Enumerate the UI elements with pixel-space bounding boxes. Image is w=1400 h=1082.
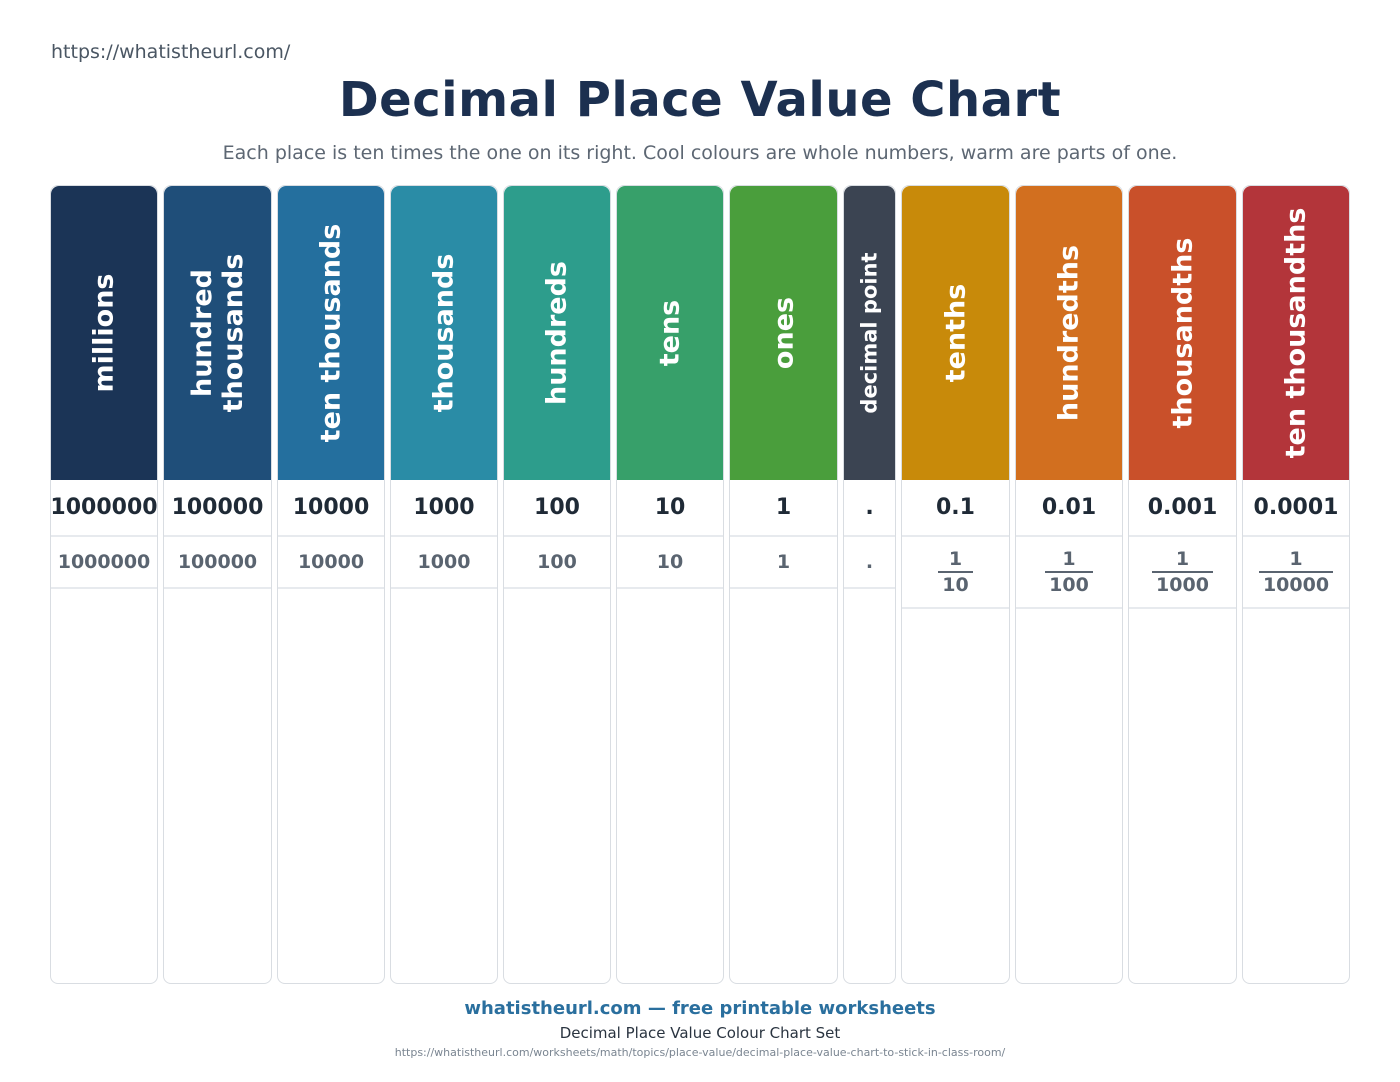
fraction-denominator: 1000	[1156, 574, 1209, 596]
place-name: hundredths	[1053, 244, 1085, 422]
place-name: hundreds	[541, 260, 573, 406]
place-value-alt: 1000000	[51, 537, 157, 589]
fraction-numerator: 1	[1062, 548, 1076, 570]
column-header: ten thousandths	[1243, 186, 1349, 480]
column-header: tenths	[902, 186, 1009, 480]
place-value: 10	[617, 480, 723, 537]
footer-url[interactable]: https://whatistheurl.com/worksheets/math…	[394, 1046, 1006, 1059]
fraction-numerator: 1	[1289, 548, 1303, 570]
place-value-fraction: 1 10	[902, 537, 1009, 609]
column-ten-thousands: ten thousands 10000 10000	[277, 185, 385, 984]
place-name: decimal point	[857, 252, 881, 414]
fraction-denominator: 100	[1049, 574, 1089, 596]
place-value: 1	[730, 480, 837, 537]
place-value: 0.001	[1129, 480, 1236, 537]
column-header: hundredths	[1016, 186, 1122, 480]
column-hundred-thousands: hundred thousands 100000 100000	[163, 185, 272, 984]
place-value-alt: .	[844, 537, 895, 589]
fraction: 1 10000	[1258, 548, 1334, 596]
column-header: decimal point	[844, 186, 895, 480]
column-header: thousands	[391, 186, 497, 480]
column-ones: ones 1 1	[729, 185, 838, 984]
fraction: 1 100	[1045, 548, 1093, 596]
place-name: ones	[768, 296, 799, 370]
place-value: 1000000	[51, 480, 157, 537]
fraction-numerator: 1	[948, 548, 963, 570]
fraction: 1 10	[938, 548, 973, 596]
fraction-numerator: 1	[1175, 548, 1190, 570]
place-name-line-2: thousands	[217, 253, 249, 413]
place-name: tenths	[940, 283, 971, 383]
place-value: 100000	[164, 480, 271, 537]
page-subtitle: Each place is ten times the one on its r…	[222, 142, 1178, 164]
page-url: https://whatistheurl.com/	[51, 41, 291, 63]
column-header: thousandths	[1129, 186, 1236, 480]
place-name: ten thousandths	[1280, 207, 1312, 459]
fraction-denominator: 10	[942, 574, 969, 596]
place-name: millions	[88, 273, 120, 393]
place-value: 0.01	[1016, 480, 1122, 537]
column-header: tens	[617, 186, 723, 480]
fraction-bar	[1258, 571, 1334, 573]
place-value-fraction: 1 1000	[1129, 537, 1236, 609]
column-decimal-point: decimal point . .	[843, 185, 896, 984]
fraction-denominator: 10000	[1262, 574, 1330, 596]
footer-set-name: Decimal Place Value Colour Chart Set	[559, 1024, 841, 1042]
column-thousands: thousands 1000 1000	[390, 185, 498, 984]
column-hundreds: hundreds 100 100	[503, 185, 611, 984]
column-tens: tens 10 10	[616, 185, 724, 984]
place-value-alt: 1	[730, 537, 837, 589]
place-name: thousands	[428, 253, 460, 413]
fraction-bar	[938, 571, 973, 573]
column-millions: millions 1000000 1000000	[50, 185, 158, 984]
place-value-alt: 10000	[278, 537, 384, 589]
fraction: 1 1000	[1152, 548, 1213, 596]
column-header: millions	[51, 186, 157, 480]
column-header: hundred thousands	[164, 186, 271, 480]
place-value-fraction: 1 10000	[1243, 537, 1349, 609]
place-value: 1000	[391, 480, 497, 537]
footer-brand-link[interactable]: whatistheurl.com — free printable worksh…	[464, 998, 936, 1019]
place-name: tens	[654, 299, 686, 367]
place-name: thousandths	[1167, 237, 1198, 429]
place-value-alt: 100	[504, 537, 610, 589]
fraction-bar	[1152, 571, 1213, 573]
place-value: 100	[504, 480, 610, 537]
place-name: ten thousands	[315, 223, 347, 443]
place-value-alt: 1000	[391, 537, 497, 589]
fraction-bar	[1045, 571, 1093, 573]
column-tenths: tenths 0.1 1 10	[901, 185, 1010, 984]
column-hundredths: hundredths 0.01 1 100	[1015, 185, 1123, 984]
place-name: hundred thousands	[187, 254, 249, 413]
column-header: ten thousands	[278, 186, 384, 480]
page-title: Decimal Place Value Chart	[338, 72, 1062, 128]
column-header: hundreds	[504, 186, 610, 480]
column-ten-thousandths: ten thousandths 0.0001 1 10000	[1242, 185, 1350, 984]
place-value: 0.1	[902, 480, 1009, 537]
place-value: 10000	[278, 480, 384, 537]
place-value-alt: 100000	[164, 537, 271, 589]
place-value: 0.0001	[1243, 480, 1349, 537]
column-header: ones	[730, 186, 837, 480]
place-value-alt: 10	[617, 537, 723, 589]
place-value: .	[844, 480, 895, 537]
column-thousandths: thousandths 0.001 1 1000	[1128, 185, 1237, 984]
place-name-line-1: hundred	[186, 269, 218, 397]
place-value-fraction: 1 100	[1016, 537, 1122, 609]
